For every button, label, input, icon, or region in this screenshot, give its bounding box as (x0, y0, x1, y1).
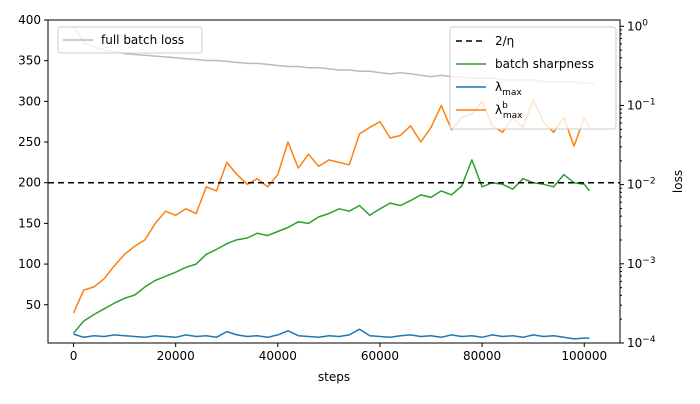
y-tick-label-left: 300 (18, 94, 41, 108)
y-tick-label-left: 100 (18, 257, 41, 271)
x-tick-label: 100000 (561, 349, 607, 363)
series-line--max (73, 328, 590, 340)
y-tick-label-right: 10−3 (627, 256, 656, 271)
x-tick-label: 0 (70, 349, 78, 363)
y-tick-label-left: 350 (18, 54, 41, 68)
x-tick-label: 20000 (157, 349, 195, 363)
plot-frame (47, 19, 621, 344)
y-tick-label-left: 250 (18, 135, 41, 149)
x-tick-label: 80000 (463, 349, 501, 363)
x-tick-label: 40000 (259, 349, 297, 363)
y-tick-label-left: 400 (18, 13, 41, 27)
y-tick-label-left: 50 (26, 298, 41, 312)
y-axis-label-right: loss (671, 170, 685, 193)
y-tick-label-left: 200 (18, 176, 41, 190)
legend-label: λb max (495, 101, 523, 121)
legend-left: full batch loss (57, 26, 203, 54)
legend-label: batch sharpness (495, 57, 594, 71)
legend-box (57, 26, 203, 54)
legend-label: full batch loss (101, 33, 184, 47)
series-line--b-max (72, 98, 591, 314)
x-axis-label: steps (318, 370, 350, 384)
y-tick-label-left: 150 (18, 216, 41, 230)
y-tick-label-right: 10−1 (627, 97, 656, 112)
legend-box (449, 26, 617, 130)
series-line-batch-sharpness (72, 159, 590, 334)
y-tick-label-right: 10−2 (627, 177, 656, 192)
axes-layer: 0 20000 40000 60000 80000 100000 50 100 150 200 25… (18, 13, 656, 363)
legend-label: 2/η (495, 34, 514, 48)
legend-label: λmax (495, 80, 522, 98)
y-tick-label-right: 100 (627, 18, 648, 33)
legend-right: 2/η batch sharpness λmax λb max (449, 26, 617, 130)
x-tick-label: 60000 (361, 349, 399, 363)
y-tick-label-right: 10−4 (627, 335, 656, 350)
